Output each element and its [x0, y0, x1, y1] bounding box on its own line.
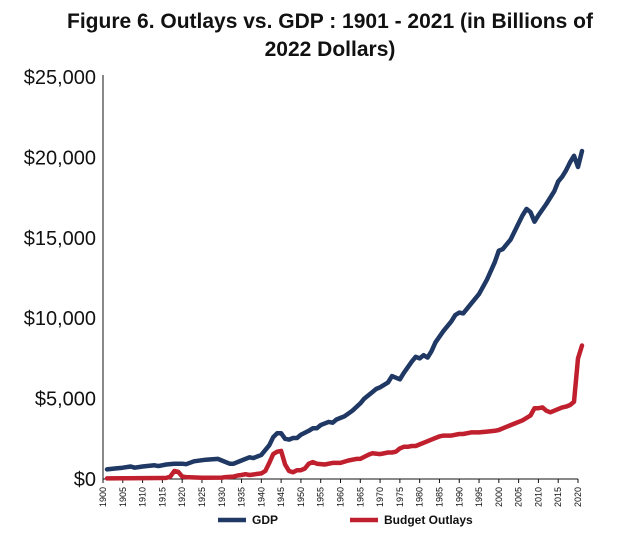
- x-tick-label: 1930: [217, 487, 227, 507]
- x-tick-label: 1915: [157, 487, 167, 507]
- chart-title: Figure 6. Outlays vs. GDP : 1901 - 2021 …: [67, 10, 593, 61]
- y-tick-label: $0: [74, 469, 96, 491]
- x-tick-label: 2020: [573, 487, 583, 507]
- x-tick-label: 1945: [276, 487, 286, 507]
- x-tick-label: 1940: [256, 487, 266, 507]
- x-tick-label: 1910: [138, 487, 148, 507]
- series-lines: [104, 148, 585, 481]
- y-tick-label: $20,000: [24, 147, 96, 169]
- x-tick-label: 1960: [336, 487, 346, 507]
- y-tick-label: $10,000: [24, 308, 96, 330]
- legend-label-budget-outlays: Budget Outlays: [384, 513, 473, 527]
- x-axis: 1900 1905 1910 1915 1920 1925 1930 1935 1940 1945…: [98, 478, 583, 507]
- x-tick-label: 1935: [237, 487, 247, 507]
- x-tick-label: 2005: [514, 487, 524, 507]
- series-line-gdp: [104, 148, 585, 472]
- x-tick-label: 1950: [296, 487, 306, 507]
- x-tick-label: 1900: [98, 487, 108, 507]
- x-tick-label: 1975: [395, 487, 405, 507]
- y-tick-label: $25,000: [24, 67, 96, 89]
- legend: GDP Budget Outlays: [218, 513, 473, 527]
- x-tick-label: 1925: [197, 487, 207, 507]
- x-tick-label: 1995: [474, 487, 484, 507]
- series-line-budget-outlays: [104, 343, 585, 481]
- y-tick-label: $15,000: [24, 228, 96, 250]
- y-axis: $0 $5,000 $10,000 $15,000 $20,000 $25,000: [24, 67, 104, 491]
- x-tick-label: 1980: [415, 487, 425, 507]
- x-tick-label: 1985: [434, 487, 444, 507]
- x-tick-label: 1965: [355, 487, 365, 507]
- x-tick-label: 1920: [177, 487, 187, 507]
- x-tick-label: 1990: [454, 487, 464, 507]
- x-tick-label: 1970: [375, 487, 385, 507]
- y-tick-label: $5,000: [35, 389, 96, 411]
- x-tick-label: 2010: [533, 487, 543, 507]
- legend-label-gdp: GDP: [252, 513, 278, 527]
- x-tick-label: 1955: [316, 487, 326, 507]
- x-tick-label: 2015: [553, 487, 563, 507]
- x-tick-label: 2000: [494, 487, 504, 507]
- x-tick-label: 1905: [118, 487, 128, 507]
